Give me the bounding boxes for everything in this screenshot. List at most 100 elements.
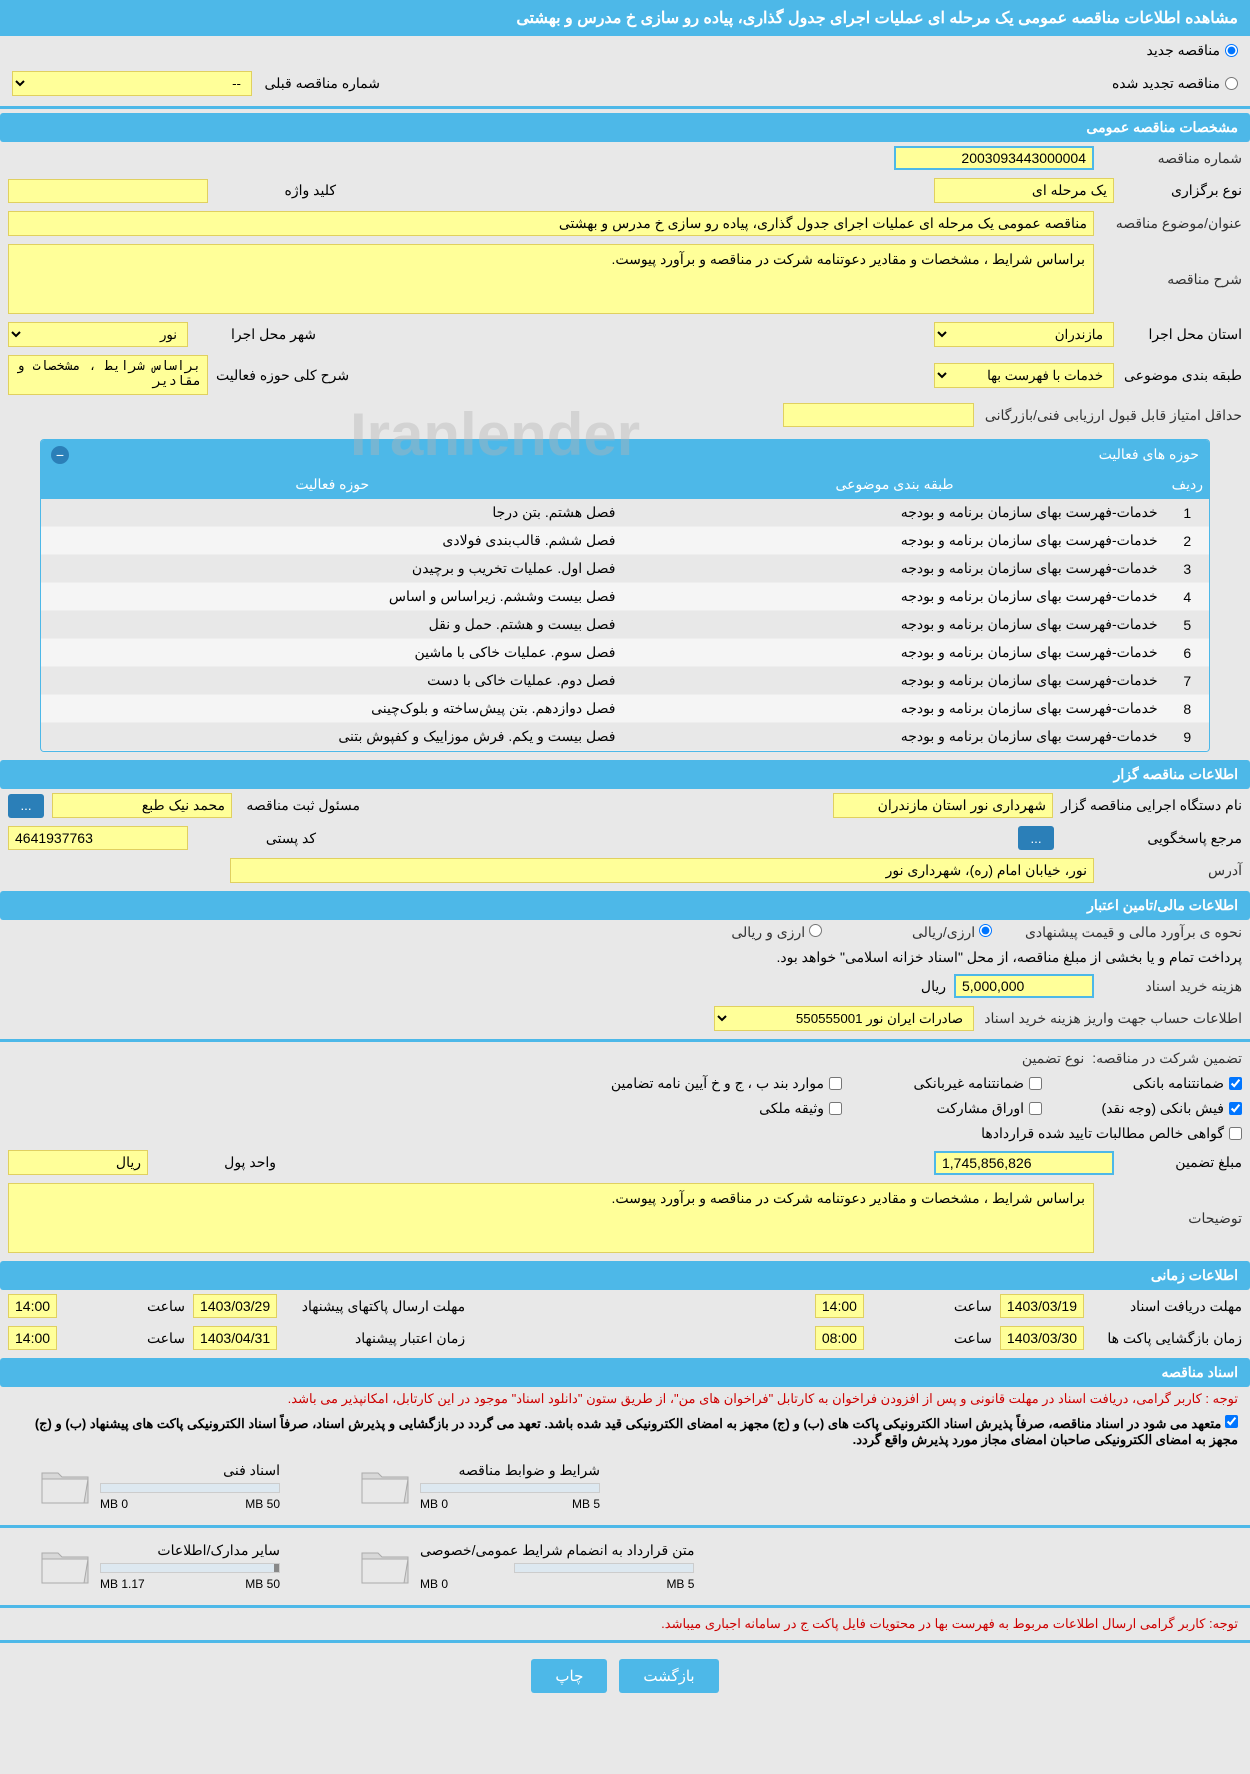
divider — [0, 1039, 1250, 1042]
chk-bond[interactable]: موارد بند ب ، ج و خ آیین نامه تضامین — [611, 1075, 842, 1092]
address-label: آدرس — [1102, 862, 1242, 879]
row-category: خدمات-فهرست بهای سازمان برنامه و بودجه — [623, 499, 1165, 527]
open-time-label: ساعت — [872, 1330, 992, 1347]
send-date: 1403/03/29 — [193, 1294, 277, 1318]
activity-desc-label: شرح کلی حوزه فعالیت — [216, 367, 349, 384]
folder-icon — [40, 1465, 90, 1508]
account-select[interactable]: صادرات ایران نور 550555001 — [714, 1006, 974, 1031]
desc-value: براساس شرایط ، مشخصات و مقادیر دعوتنامه … — [8, 244, 1094, 314]
tender-number-value: 2003093443000004 — [894, 146, 1094, 170]
doc-cost-unit: ریال — [921, 978, 946, 995]
row-field: فصل دوازدهم. بتن پیش‌ساخته و بلوک‌چینی — [41, 695, 623, 723]
address-value: نور، خیابان امام (ره)، شهرداری نور — [230, 858, 1094, 883]
city-select[interactable]: نور — [8, 322, 188, 347]
chk-nonbank[interactable]: ضمانتنامه غیربانکی — [862, 1075, 1042, 1092]
send-label: مهلت ارسال پاکتهای پیشنهاد — [285, 1298, 465, 1315]
doc-cost-label: هزینه خرید اسناد — [1102, 978, 1242, 995]
collapse-icon[interactable]: − — [51, 446, 69, 464]
file-progress-bar — [100, 1563, 280, 1573]
docs-commit-checkbox[interactable] — [1225, 1415, 1238, 1428]
table-row: 9 خدمات-فهرست بهای سازمان برنامه و بودجه… — [41, 723, 1209, 751]
section-finance: اطلاعات مالی/تامین اعتبار — [0, 891, 1250, 920]
send-time: 14:00 — [8, 1294, 57, 1318]
type-value: یک مرحله ای — [934, 178, 1114, 203]
account-label: اطلاعات حساب جهت واریز هزینه خرید اسناد — [982, 1010, 1242, 1027]
file-total: 50 MB — [245, 1577, 280, 1591]
chk-cash[interactable]: فیش بانکی (وجه نقد) — [1062, 1100, 1242, 1117]
chk-property[interactable]: وثیقه ملکی — [662, 1100, 842, 1117]
resp-lookup-button[interactable]: ... — [8, 794, 44, 818]
print-button[interactable]: چاپ — [531, 1659, 607, 1693]
activity-panel: حوزه های فعالیت − ردیف طبقه بندی موضوعی … — [40, 439, 1210, 752]
radio-renewed-tender[interactable]: مناقصه تجدید شده — [1112, 75, 1238, 92]
receive-label: مهلت دریافت اسناد — [1092, 1298, 1242, 1315]
keyword-input[interactable] — [8, 179, 208, 203]
col-field: حوزه فعالیت — [41, 470, 623, 499]
file-progress-bar — [420, 1483, 600, 1493]
file-label: شرایط و ضوابط مناقصه — [420, 1462, 600, 1479]
send-time-label: ساعت — [65, 1298, 185, 1315]
chk-securities[interactable]: اوراق مشارکت — [862, 1100, 1042, 1117]
prev-number-label: شماره مناقصه قبلی — [260, 75, 380, 92]
province-label: استان محل اجرا — [1122, 326, 1242, 343]
receive-time-label: ساعت — [872, 1298, 992, 1315]
type-label: نوع برگزاری — [1122, 182, 1242, 199]
radio-new-tender[interactable]: مناقصه جدید — [1147, 42, 1238, 59]
activity-panel-title: حوزه های فعالیت — [1099, 446, 1199, 464]
radio-rial[interactable]: ارزی و ریالی — [682, 924, 822, 941]
docs-note3: توجه: کاربر گرامی ارسال اطلاعات مربوط به… — [0, 1612, 1250, 1636]
col-idx: ردیف — [1166, 470, 1209, 499]
chk-bank[interactable]: ضمانتنامه بانکی — [1062, 1075, 1242, 1092]
row-category: خدمات-فهرست بهای سازمان برنامه و بودجه — [623, 555, 1165, 583]
radio-currency[interactable]: ارزی/ریالی — [852, 924, 992, 941]
min-score-label: حداقل امتیاز قابل قبول ارزیابی فنی/بازرگ… — [982, 407, 1242, 424]
radio-new-input[interactable] — [1225, 44, 1238, 57]
col-category: طبقه بندی موضوعی — [623, 470, 1165, 499]
chk-receivables[interactable]: گواهی خالص مطالبات تایید شده قراردادها — [981, 1125, 1242, 1142]
min-score-input[interactable] — [783, 403, 974, 427]
treasury-note: پرداخت تمام و یا بخشی از مبلغ مناقصه، از… — [777, 949, 1243, 966]
table-row: 8 خدمات-فهرست بهای سازمان برنامه و بودجه… — [41, 695, 1209, 723]
file-used: 0 MB — [420, 1497, 448, 1511]
row-field: فصل بیست وششم. زیراساس و اساس — [41, 583, 623, 611]
valid-time-label: ساعت — [65, 1330, 185, 1347]
back-button[interactable]: بازگشت — [619, 1659, 718, 1693]
title-value: مناقصه عمومی یک مرحله ای عملیات اجرای جد… — [8, 211, 1094, 236]
file-block[interactable]: شرایط و ضوابط مناقصه 5 MB0 MB — [360, 1462, 600, 1511]
table-row: 3 خدمات-فهرست بهای سازمان برنامه و بودجه… — [41, 555, 1209, 583]
open-label: زمان بازگشایی پاکت ها — [1092, 1330, 1242, 1347]
tender-number-label: شماره مناقصه — [1102, 150, 1242, 167]
divider — [0, 106, 1250, 109]
province-select[interactable]: مازندران — [934, 322, 1114, 347]
radio-renewed-input[interactable] — [1225, 77, 1238, 90]
docs-note1: توجه : کاربر گرامی، دریافت اسناد در مهلت… — [0, 1387, 1250, 1411]
currency-label: واحد پول — [156, 1154, 276, 1171]
row-field: فصل بیست و یکم. فرش موزاییک و کفپوش بتنی — [41, 723, 623, 751]
contact-lookup-button[interactable]: ... — [1018, 826, 1054, 850]
postal-value: 4641937763 — [8, 826, 188, 850]
open-date: 1403/03/30 — [1000, 1326, 1084, 1350]
resp-label: مسئول ثبت مناقصه — [240, 797, 360, 814]
category-select[interactable]: خدمات با فهرست بها — [934, 363, 1114, 388]
contact-label: مرجع پاسخگویی — [1062, 830, 1242, 847]
file-block[interactable]: متن قرارداد به انضمام شرایط عمومی/خصوصی … — [360, 1542, 694, 1591]
page-title: مشاهده اطلاعات مناقصه عمومی یک مرحله ای … — [0, 0, 1250, 36]
row-field: فصل هشتم. بتن درجا — [41, 499, 623, 527]
table-row: 5 خدمات-فهرست بهای سازمان برنامه و بودجه… — [41, 611, 1209, 639]
exec-label: نام دستگاه اجرایی مناقصه گزار — [1061, 797, 1242, 814]
file-block[interactable]: سایر مدارک/اطلاعات 50 MB1.17 MB — [40, 1542, 280, 1591]
postal-label: کد پستی — [196, 830, 316, 847]
row-idx: 2 — [1166, 527, 1209, 555]
activity-desc-value[interactable]: براساس شرایط ، مشخصات و مقادیر — [8, 355, 208, 395]
row-field: فصل سوم. عملیات خاکی با ماشین — [41, 639, 623, 667]
prev-number-select[interactable]: -- — [12, 71, 252, 96]
file-block[interactable]: اسناد فنی 50 MB0 MB — [40, 1462, 280, 1511]
title-label: عنوان/موضوع مناقصه — [1102, 215, 1242, 232]
row-idx: 6 — [1166, 639, 1209, 667]
row-idx: 4 — [1166, 583, 1209, 611]
file-progress-bar — [100, 1483, 280, 1493]
radio-renewed-label: مناقصه تجدید شده — [1112, 75, 1220, 92]
guarantee-amount-label: مبلغ تضمین — [1122, 1154, 1242, 1171]
doc-cost-value: 5,000,000 — [954, 974, 1094, 998]
file-total: 50 MB — [245, 1497, 280, 1511]
